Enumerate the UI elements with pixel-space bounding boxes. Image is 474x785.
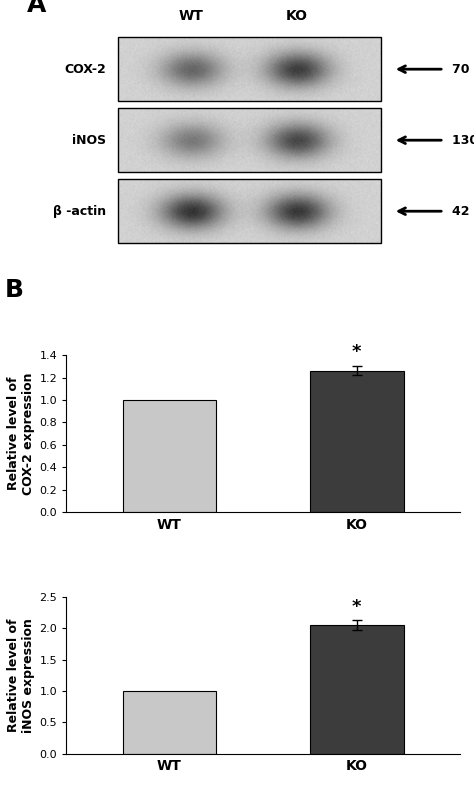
Text: WT: WT <box>179 9 204 24</box>
Text: B: B <box>5 279 24 302</box>
Text: 130 kDa: 130 kDa <box>452 133 474 147</box>
Text: COX-2: COX-2 <box>64 63 106 75</box>
Text: *: * <box>352 597 362 615</box>
Bar <box>123 691 216 754</box>
Y-axis label: Relative level of
COX-2 expression: Relative level of COX-2 expression <box>8 372 36 495</box>
Y-axis label: Relative level of
iNOS expression: Relative level of iNOS expression <box>8 618 36 732</box>
Text: *: * <box>352 343 362 361</box>
Text: β -actin: β -actin <box>53 205 106 217</box>
Bar <box>310 625 403 754</box>
Text: 42 kDa: 42 kDa <box>452 205 474 217</box>
Text: 70 kDa: 70 kDa <box>452 63 474 75</box>
Bar <box>123 400 216 512</box>
Bar <box>310 371 403 512</box>
Text: A: A <box>27 0 46 17</box>
Text: KO: KO <box>286 9 308 24</box>
Text: iNOS: iNOS <box>72 133 106 147</box>
